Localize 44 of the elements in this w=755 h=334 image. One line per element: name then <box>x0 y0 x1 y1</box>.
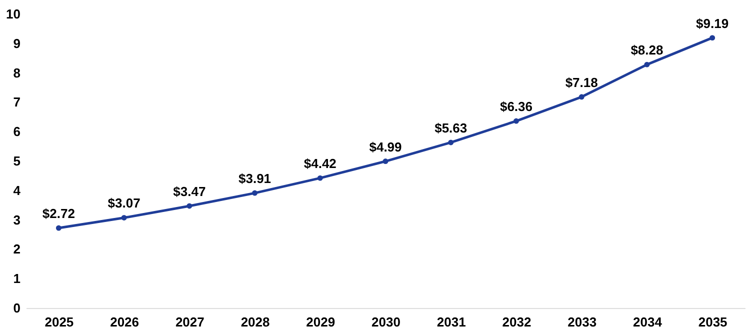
x-tick-label: 2033 <box>568 314 597 330</box>
x-tick-label: 2029 <box>306 314 336 330</box>
y-tick-label: 4 <box>13 182 22 198</box>
data-label: $9.19 <box>696 16 729 31</box>
point <box>578 94 584 100</box>
data-label: $3.47 <box>173 184 206 199</box>
x-tick-label: 2035 <box>698 314 728 330</box>
point <box>56 225 62 231</box>
y-tick-label: 10 <box>6 6 20 22</box>
y-tick-label: 0 <box>13 300 20 316</box>
y-tick-label: 2 <box>13 242 20 257</box>
point <box>121 215 127 220</box>
point <box>382 158 388 164</box>
x-tick-label: 2030 <box>372 314 400 330</box>
y-tick-label: 7 <box>13 94 20 110</box>
y-tick-label: 3 <box>13 212 20 228</box>
y-tick-label: 6 <box>13 124 20 140</box>
data-label: $4.42 <box>304 156 336 172</box>
x-tick-label: 2025 <box>44 314 74 330</box>
x-tick-label: 2032 <box>502 314 532 330</box>
x-tick-label: 2028 <box>240 314 270 330</box>
point <box>710 35 716 41</box>
data-label: $4.99 <box>369 139 402 154</box>
x-tick-label: 2027 <box>175 314 204 330</box>
data-label: $7.18 <box>565 74 598 90</box>
point <box>186 203 192 209</box>
data-label: $6.36 <box>500 99 532 114</box>
y-tick-label: 9 <box>13 36 20 51</box>
point <box>513 118 519 124</box>
data-label: $8.28 <box>630 42 664 58</box>
data-label: $5.63 <box>434 120 468 136</box>
y-tick-label: 5 <box>13 154 20 168</box>
point <box>317 175 323 181</box>
data-label: $3.07 <box>108 196 140 211</box>
data-label: $3.91 <box>238 171 272 186</box>
point <box>448 140 454 146</box>
point <box>252 190 258 196</box>
x-tick-label: 2026 <box>110 314 140 330</box>
y-tick-label: 1 <box>13 271 20 286</box>
x-tick-label: 2031 <box>436 314 466 330</box>
point <box>644 62 650 68</box>
y-tick-label: 8 <box>13 65 20 80</box>
x-tick-label: 2034 <box>632 314 663 330</box>
data-label: $2.72 <box>42 206 75 222</box>
